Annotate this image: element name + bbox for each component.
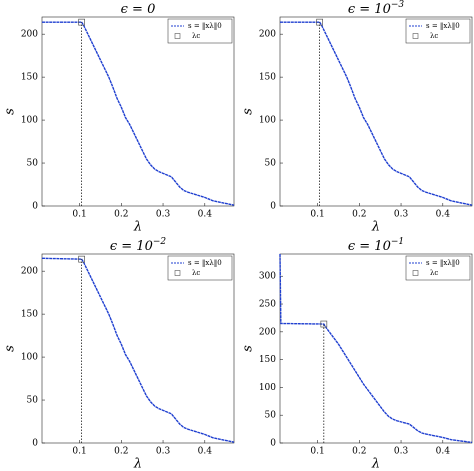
y-tick-label: 100 (259, 383, 276, 393)
y-tick-label: 0 (32, 439, 38, 449)
x-tick-label: 0.4 (198, 447, 213, 457)
x-axis-label: λ (371, 457, 380, 471)
legend-label: s = ‖xλ‖0 (188, 22, 222, 30)
y-tick-label: 100 (21, 353, 38, 363)
x-tick-label: 0.1 (310, 447, 324, 457)
legend (167, 255, 233, 281)
y-tick-label: 150 (21, 310, 38, 320)
y-tick-label: 150 (259, 355, 276, 365)
y-tick-label: 50 (265, 159, 277, 169)
data-line (41, 257, 235, 443)
y-axis-label: s (3, 345, 18, 352)
x-tick-label: 0.4 (198, 210, 213, 220)
legend-marker (174, 33, 181, 39)
subplot-title: ϵ = 0 (121, 2, 156, 17)
plot-area (41, 16, 235, 207)
y-tick-label: 100 (21, 116, 38, 126)
legend-label: s = ‖xλ‖0 (426, 259, 460, 267)
title-exponent: −3 (391, 0, 405, 10)
y-axis-label: s (3, 108, 18, 115)
legend-label: λc (192, 269, 200, 277)
y-tick-label: 150 (259, 73, 276, 83)
x-tick-label: 0.2 (352, 210, 366, 220)
legend-label: s = ‖xλ‖0 (188, 259, 222, 267)
title-exponent: −1 (391, 237, 404, 247)
legend-marker (174, 270, 181, 276)
x-axis-label: λ (371, 220, 380, 235)
legend-label: λc (192, 32, 200, 40)
plot-area (279, 16, 473, 207)
legend-label: s = ‖xλ‖0 (426, 22, 460, 30)
x-axis-label: λ (133, 457, 142, 471)
x-tick-label: 0.2 (114, 210, 128, 220)
title-text: ϵ = 0 (121, 2, 156, 17)
title-text: ϵ = 10 (110, 239, 153, 254)
y-tick-label: 250 (259, 300, 276, 310)
y-axis-label: s (241, 345, 256, 352)
legend-marker (412, 33, 419, 39)
subplot-title: ϵ = 10−1 (348, 237, 404, 254)
legend (167, 18, 233, 44)
data-line (42, 21, 235, 206)
title-exponent: −2 (153, 237, 167, 247)
y-tick-label: 0 (270, 202, 276, 212)
y-tick-label: 50 (265, 411, 277, 421)
y-tick-label: 200 (21, 30, 38, 40)
title-text: ϵ = 10 (348, 2, 391, 17)
y-tick-label: 200 (259, 327, 276, 337)
x-axis-label: λ (133, 220, 142, 235)
y-tick-label: 50 (27, 396, 39, 406)
y-tick-label: 200 (21, 267, 38, 277)
x-tick-label: 0.3 (394, 210, 409, 220)
x-tick-label: 0.3 (156, 447, 171, 457)
x-tick-label: 0.3 (394, 447, 409, 457)
legend-label: λc (430, 32, 438, 40)
x-tick-label: 0.2 (352, 447, 366, 457)
y-tick-label: 0 (32, 202, 38, 212)
legend (405, 255, 471, 281)
x-tick-label: 0.1 (72, 210, 86, 220)
legend-label: λc (430, 269, 438, 277)
lambda-c-marker (320, 320, 328, 328)
x-tick-label: 0.1 (310, 210, 324, 220)
y-tick-label: 150 (21, 73, 38, 83)
legend (405, 18, 471, 44)
plot-area (41, 253, 235, 444)
data-line (280, 21, 473, 206)
x-tick-label: 0.2 (114, 447, 128, 457)
lambda-c-marker (78, 18, 86, 26)
y-axis-label: s (241, 108, 256, 115)
lambda-c-marker (78, 255, 86, 263)
y-tick-label: 300 (259, 272, 276, 282)
subplot: 0 50 100 150 200 0.1 0.2 0.3 0.4 ϵ = 0 λ s s = ‖xλ‖0… (3, 2, 235, 235)
title-text: ϵ = 10 (348, 239, 391, 254)
plot-area (279, 253, 473, 444)
x-tick-label: 0.3 (156, 210, 171, 220)
subplot: 0 50 100 150 200 0.1 0.2 0.3 0.4 ϵ = 10−2 λ s s = ‖x… (3, 237, 235, 471)
lambda-c-marker (316, 18, 324, 26)
subplot-title: ϵ = 10−2 (110, 237, 167, 254)
y-tick-label: 200 (259, 30, 276, 40)
subplot-title: ϵ = 10−3 (348, 0, 405, 17)
y-tick-label: 0 (270, 439, 276, 449)
x-tick-label: 0.4 (436, 210, 451, 220)
x-tick-label: 0.4 (436, 447, 451, 457)
x-tick-label: 0.1 (72, 447, 86, 457)
subplot: 0 50 100 150 200 250 300 0.1 0.2 0.3 0.4 ϵ = 10−1 λ s… (241, 237, 473, 471)
subplot: 0 50 100 150 200 0.1 0.2 0.3 0.4 ϵ = 10−3 λ s s = ‖x… (241, 0, 473, 235)
y-tick-label: 50 (27, 159, 39, 169)
y-tick-label: 100 (259, 116, 276, 126)
legend-marker (412, 270, 419, 276)
